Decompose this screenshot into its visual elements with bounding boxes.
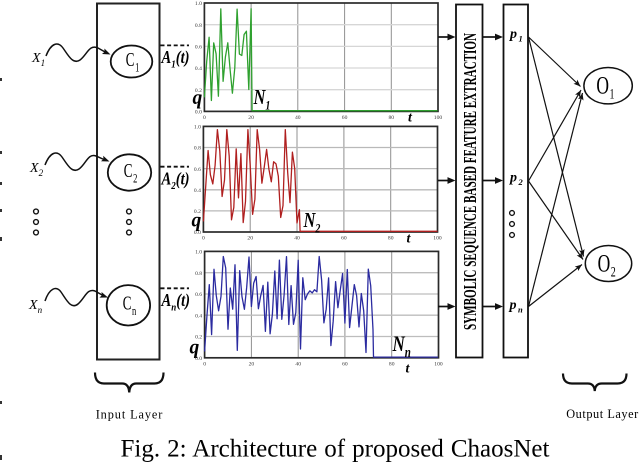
- svg-text:100: 100: [434, 361, 443, 367]
- svg-text:0.4: 0.4: [194, 188, 201, 194]
- svg-text:60: 60: [342, 361, 348, 367]
- svg-text:t: t: [408, 111, 413, 126]
- svg-text:A1(t): A1(t): [161, 46, 190, 70]
- svg-text:0: 0: [203, 361, 206, 367]
- svg-text:20: 20: [247, 236, 253, 242]
- svg-text:Input Layer: Input Layer: [96, 408, 164, 422]
- svg-text:20: 20: [249, 361, 255, 367]
- svg-text:0: 0: [203, 115, 206, 121]
- svg-text:Output Layer: Output Layer: [566, 407, 639, 421]
- svg-text:A2(t): A2(t): [161, 168, 190, 192]
- svg-text:SYMBOLIC SEQUENCE BASED FEATUR: SYMBOLIC SEQUENCE BASED FEATURE EXTRACTI…: [462, 33, 481, 330]
- svg-text:1.0: 1.0: [195, 250, 202, 256]
- svg-text:0.2: 0.2: [195, 335, 202, 341]
- svg-text:t: t: [407, 232, 412, 247]
- svg-text:0.6: 0.6: [194, 167, 201, 173]
- svg-text:60: 60: [341, 236, 347, 242]
- svg-text:0.0: 0.0: [194, 230, 201, 236]
- svg-text:0.6: 0.6: [195, 292, 202, 298]
- svg-text:q: q: [193, 88, 203, 109]
- svg-text:80: 80: [389, 361, 395, 367]
- svg-text:Fig. 2: Architecture of propos: Fig. 2: Architecture of proposed ChaosNe…: [121, 436, 550, 463]
- svg-text:40: 40: [294, 236, 300, 242]
- svg-text:20: 20: [248, 115, 254, 121]
- svg-text:80: 80: [389, 115, 395, 121]
- svg-text:40: 40: [295, 115, 301, 121]
- svg-text:0.0: 0.0: [195, 356, 202, 362]
- svg-text:100: 100: [434, 115, 443, 121]
- svg-text:40: 40: [295, 361, 301, 367]
- svg-text:0.2: 0.2: [194, 209, 201, 215]
- svg-text:An(t): An(t): [161, 289, 190, 313]
- svg-text:0.4: 0.4: [195, 66, 202, 72]
- svg-text:1.0: 1.0: [194, 125, 201, 131]
- svg-text:q: q: [190, 338, 200, 359]
- svg-text:0.6: 0.6: [195, 45, 202, 51]
- svg-text:q: q: [192, 211, 202, 232]
- svg-text:0.8: 0.8: [195, 271, 202, 277]
- svg-text:0.8: 0.8: [195, 23, 202, 29]
- svg-text:0: 0: [202, 236, 205, 242]
- svg-text:60: 60: [342, 115, 348, 121]
- svg-text:0.4: 0.4: [195, 313, 202, 319]
- svg-text:1.0: 1.0: [195, 1, 202, 7]
- svg-text:0.8: 0.8: [194, 146, 201, 152]
- svg-text:t: t: [406, 362, 411, 377]
- svg-text:80: 80: [388, 236, 394, 242]
- svg-text:100: 100: [433, 236, 442, 242]
- svg-text:0.2: 0.2: [195, 88, 202, 94]
- svg-text:0.0: 0.0: [195, 110, 202, 116]
